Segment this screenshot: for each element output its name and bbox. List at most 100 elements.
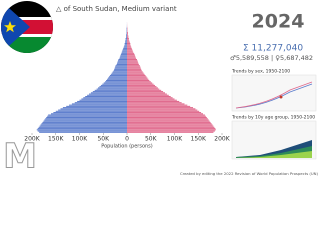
- trend-title: Trends by 10y age group, 1950-2100: [231, 115, 315, 121]
- bar: [127, 86, 157, 88]
- bar: [36, 129, 127, 131]
- bar: [112, 71, 127, 73]
- bar: [115, 66, 127, 68]
- bar: [124, 45, 127, 47]
- bar: [99, 86, 127, 88]
- bar: [127, 65, 140, 67]
- bar: [127, 46, 132, 48]
- bar: [127, 98, 175, 100]
- bar: [127, 47, 132, 49]
- bar: [77, 100, 127, 102]
- bar: [127, 130, 215, 132]
- bar: [117, 61, 127, 63]
- watermark: M: [3, 137, 37, 177]
- trend-age-chart: [231, 120, 317, 160]
- bar: [118, 59, 127, 61]
- bar: [100, 84, 127, 86]
- bar: [127, 49, 133, 51]
- bar: [127, 55, 136, 57]
- bar: [127, 107, 194, 109]
- bar: [117, 62, 127, 64]
- bar: [114, 67, 127, 69]
- bar: [60, 108, 127, 110]
- bar: [51, 113, 127, 115]
- bar: [127, 124, 213, 126]
- bar: [38, 126, 127, 128]
- bar: [127, 129, 216, 131]
- bar: [127, 66, 141, 68]
- bar: [44, 119, 127, 121]
- bar: [62, 107, 127, 109]
- bar: [108, 77, 127, 79]
- bar: [124, 42, 127, 45]
- bar: [127, 40, 130, 42]
- bar: [113, 70, 127, 72]
- bar: [127, 97, 173, 99]
- bar: [127, 118, 208, 120]
- bar: [55, 110, 127, 112]
- bar: [127, 96, 171, 98]
- bar: [127, 112, 202, 114]
- bar: [127, 113, 203, 115]
- bar: [79, 99, 127, 101]
- bar: [122, 50, 127, 52]
- bar: [123, 47, 127, 49]
- bar: [124, 44, 127, 46]
- bar: [89, 93, 127, 95]
- bar: [127, 36, 129, 38]
- bar: [40, 124, 127, 126]
- bar: [127, 116, 207, 119]
- bar: [58, 109, 127, 111]
- bar: [127, 45, 131, 47]
- x-tick-label: 200K: [214, 136, 230, 143]
- bar: [96, 88, 127, 90]
- bar: [127, 82, 153, 84]
- bar: [107, 78, 127, 80]
- bar: [85, 96, 127, 98]
- bar: [39, 125, 127, 127]
- total: Σ 11,277,040: [243, 44, 303, 54]
- bar: [127, 33, 128, 35]
- bar: [127, 87, 158, 89]
- bar: [126, 34, 127, 36]
- bar: [127, 99, 177, 101]
- bar: [127, 79, 150, 82]
- bar: [127, 70, 142, 72]
- trend-title: Trends by sex, 1950-2100: [231, 69, 290, 75]
- bar: [127, 51, 134, 53]
- bar: [94, 89, 127, 91]
- bar: [125, 41, 127, 43]
- bar: [127, 110, 200, 112]
- bar: [127, 120, 210, 122]
- bar: [120, 54, 127, 56]
- bar: [87, 94, 127, 96]
- bar: [127, 103, 185, 105]
- credit: Created by editing the 2022 Revision of …: [180, 171, 319, 176]
- bar: [127, 126, 215, 128]
- bar: [74, 102, 127, 104]
- bar: [69, 104, 127, 106]
- bar: [122, 49, 127, 51]
- chart-title: △ of South Sudan, Medium variant: [56, 5, 177, 13]
- bar: [117, 60, 127, 62]
- bar: [127, 73, 145, 75]
- bar: [127, 71, 143, 73]
- bar: [121, 51, 127, 53]
- bar: [127, 44, 131, 46]
- bar: [127, 104, 188, 106]
- bar: [127, 68, 142, 70]
- bar: [127, 102, 182, 104]
- x-tick-label: 150K: [191, 136, 207, 143]
- bar: [106, 79, 127, 82]
- bar: [108, 76, 127, 78]
- bar: [37, 128, 128, 130]
- bar: [126, 35, 127, 37]
- bar: [81, 98, 127, 100]
- bar: [125, 40, 127, 42]
- bar: [127, 56, 136, 58]
- bar: [127, 61, 138, 63]
- bar: [126, 36, 127, 38]
- bar: [127, 119, 209, 121]
- bar: [48, 114, 127, 116]
- bar: [127, 105, 191, 107]
